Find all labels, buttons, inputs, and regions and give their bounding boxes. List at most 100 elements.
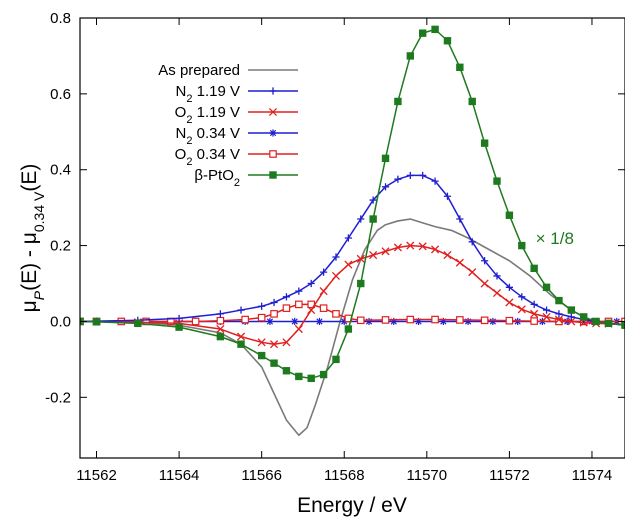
data-point xyxy=(216,316,225,325)
data-point xyxy=(332,310,340,318)
data-point xyxy=(542,283,551,292)
data-point xyxy=(319,268,328,276)
legend-label: β-PtO2 xyxy=(194,167,240,189)
data-point xyxy=(319,287,328,296)
y-axis-title-mid: (E) - μ xyxy=(18,232,41,291)
data-point xyxy=(269,171,277,179)
y-tick-label: 0.0 xyxy=(50,313,71,330)
data-point xyxy=(505,298,514,307)
y-tick-label: 0.4 xyxy=(50,162,71,179)
data-point xyxy=(580,313,588,321)
y-axis-title-mu1: μ xyxy=(18,300,41,312)
data-point xyxy=(266,317,274,326)
data-point xyxy=(319,370,328,379)
y-tick-label: 0.6 xyxy=(50,86,71,103)
data-point xyxy=(394,175,402,183)
data-point xyxy=(530,317,538,325)
data-point xyxy=(518,241,526,250)
data-point xyxy=(456,63,464,72)
data-point xyxy=(481,257,489,265)
data-point xyxy=(456,316,464,324)
data-point xyxy=(282,304,291,312)
data-point xyxy=(592,317,600,326)
y-tick-label: 0.2 xyxy=(50,238,71,255)
data-point xyxy=(269,129,277,137)
data-point xyxy=(294,324,303,334)
data-point xyxy=(517,305,526,314)
data-point xyxy=(291,317,299,326)
data-point xyxy=(530,309,539,318)
series-5 xyxy=(80,25,625,383)
data-point xyxy=(480,139,489,147)
legend-label: O2 1.19 V xyxy=(175,104,240,126)
data-point xyxy=(443,37,452,45)
data-point xyxy=(555,317,563,326)
data-point xyxy=(406,52,415,60)
data-point xyxy=(439,317,447,326)
data-point xyxy=(419,171,427,180)
data-point xyxy=(237,306,245,314)
x-tick-label: 11572 xyxy=(489,467,530,484)
data-point xyxy=(554,315,563,324)
data-point xyxy=(393,243,402,252)
data-point xyxy=(270,310,278,318)
data-point xyxy=(237,340,245,348)
scale-annotation: × 1/8 xyxy=(536,229,574,248)
data-point xyxy=(340,317,348,326)
data-point xyxy=(431,25,439,34)
data-point xyxy=(390,317,398,326)
data-point xyxy=(394,97,402,106)
data-point xyxy=(493,177,501,185)
data-point xyxy=(307,306,316,315)
x-axis-title: Energy / eV xyxy=(297,494,407,517)
data-point xyxy=(175,314,183,323)
x-tick-label: 11570 xyxy=(407,467,448,484)
data-point xyxy=(468,97,476,106)
data-point xyxy=(191,317,200,326)
data-point xyxy=(443,251,452,260)
data-point xyxy=(530,264,538,273)
data-point xyxy=(268,107,278,117)
data-point xyxy=(332,253,340,261)
data-point xyxy=(319,304,328,312)
data-point xyxy=(258,302,266,310)
data-point xyxy=(567,306,576,314)
x-tick-label: 11564 xyxy=(159,467,200,484)
data-point xyxy=(307,374,315,383)
data-point xyxy=(344,325,353,333)
data-point xyxy=(414,317,423,326)
data-point xyxy=(542,312,551,321)
data-point xyxy=(257,338,266,347)
data-point xyxy=(356,316,365,325)
legend-label: N2 0.34 V xyxy=(175,125,240,147)
data-point xyxy=(307,279,315,288)
series-1 xyxy=(80,171,625,329)
data-point xyxy=(542,306,551,314)
data-point xyxy=(257,351,266,360)
data-point xyxy=(518,293,526,301)
data-point xyxy=(406,315,415,324)
data-point xyxy=(480,316,489,325)
data-point xyxy=(295,300,303,309)
series-0 xyxy=(80,218,625,437)
data-point xyxy=(282,338,291,347)
data-point xyxy=(270,359,278,367)
plot-frame xyxy=(79,17,625,459)
data-point xyxy=(282,293,291,301)
data-point xyxy=(369,196,377,204)
legend-label: As prepared xyxy=(158,62,240,79)
data-point xyxy=(431,177,439,185)
data-point xyxy=(464,317,472,326)
series-line xyxy=(80,303,625,323)
data-point xyxy=(456,215,464,223)
data-point xyxy=(489,317,497,326)
y-axis-title-sub2: 0.34 V xyxy=(31,191,47,232)
data-point xyxy=(134,319,142,328)
data-point xyxy=(443,192,452,200)
data-point xyxy=(216,310,224,318)
data-point xyxy=(257,313,266,322)
data-point xyxy=(567,317,576,326)
data-point xyxy=(269,87,277,95)
data-point xyxy=(241,315,249,324)
